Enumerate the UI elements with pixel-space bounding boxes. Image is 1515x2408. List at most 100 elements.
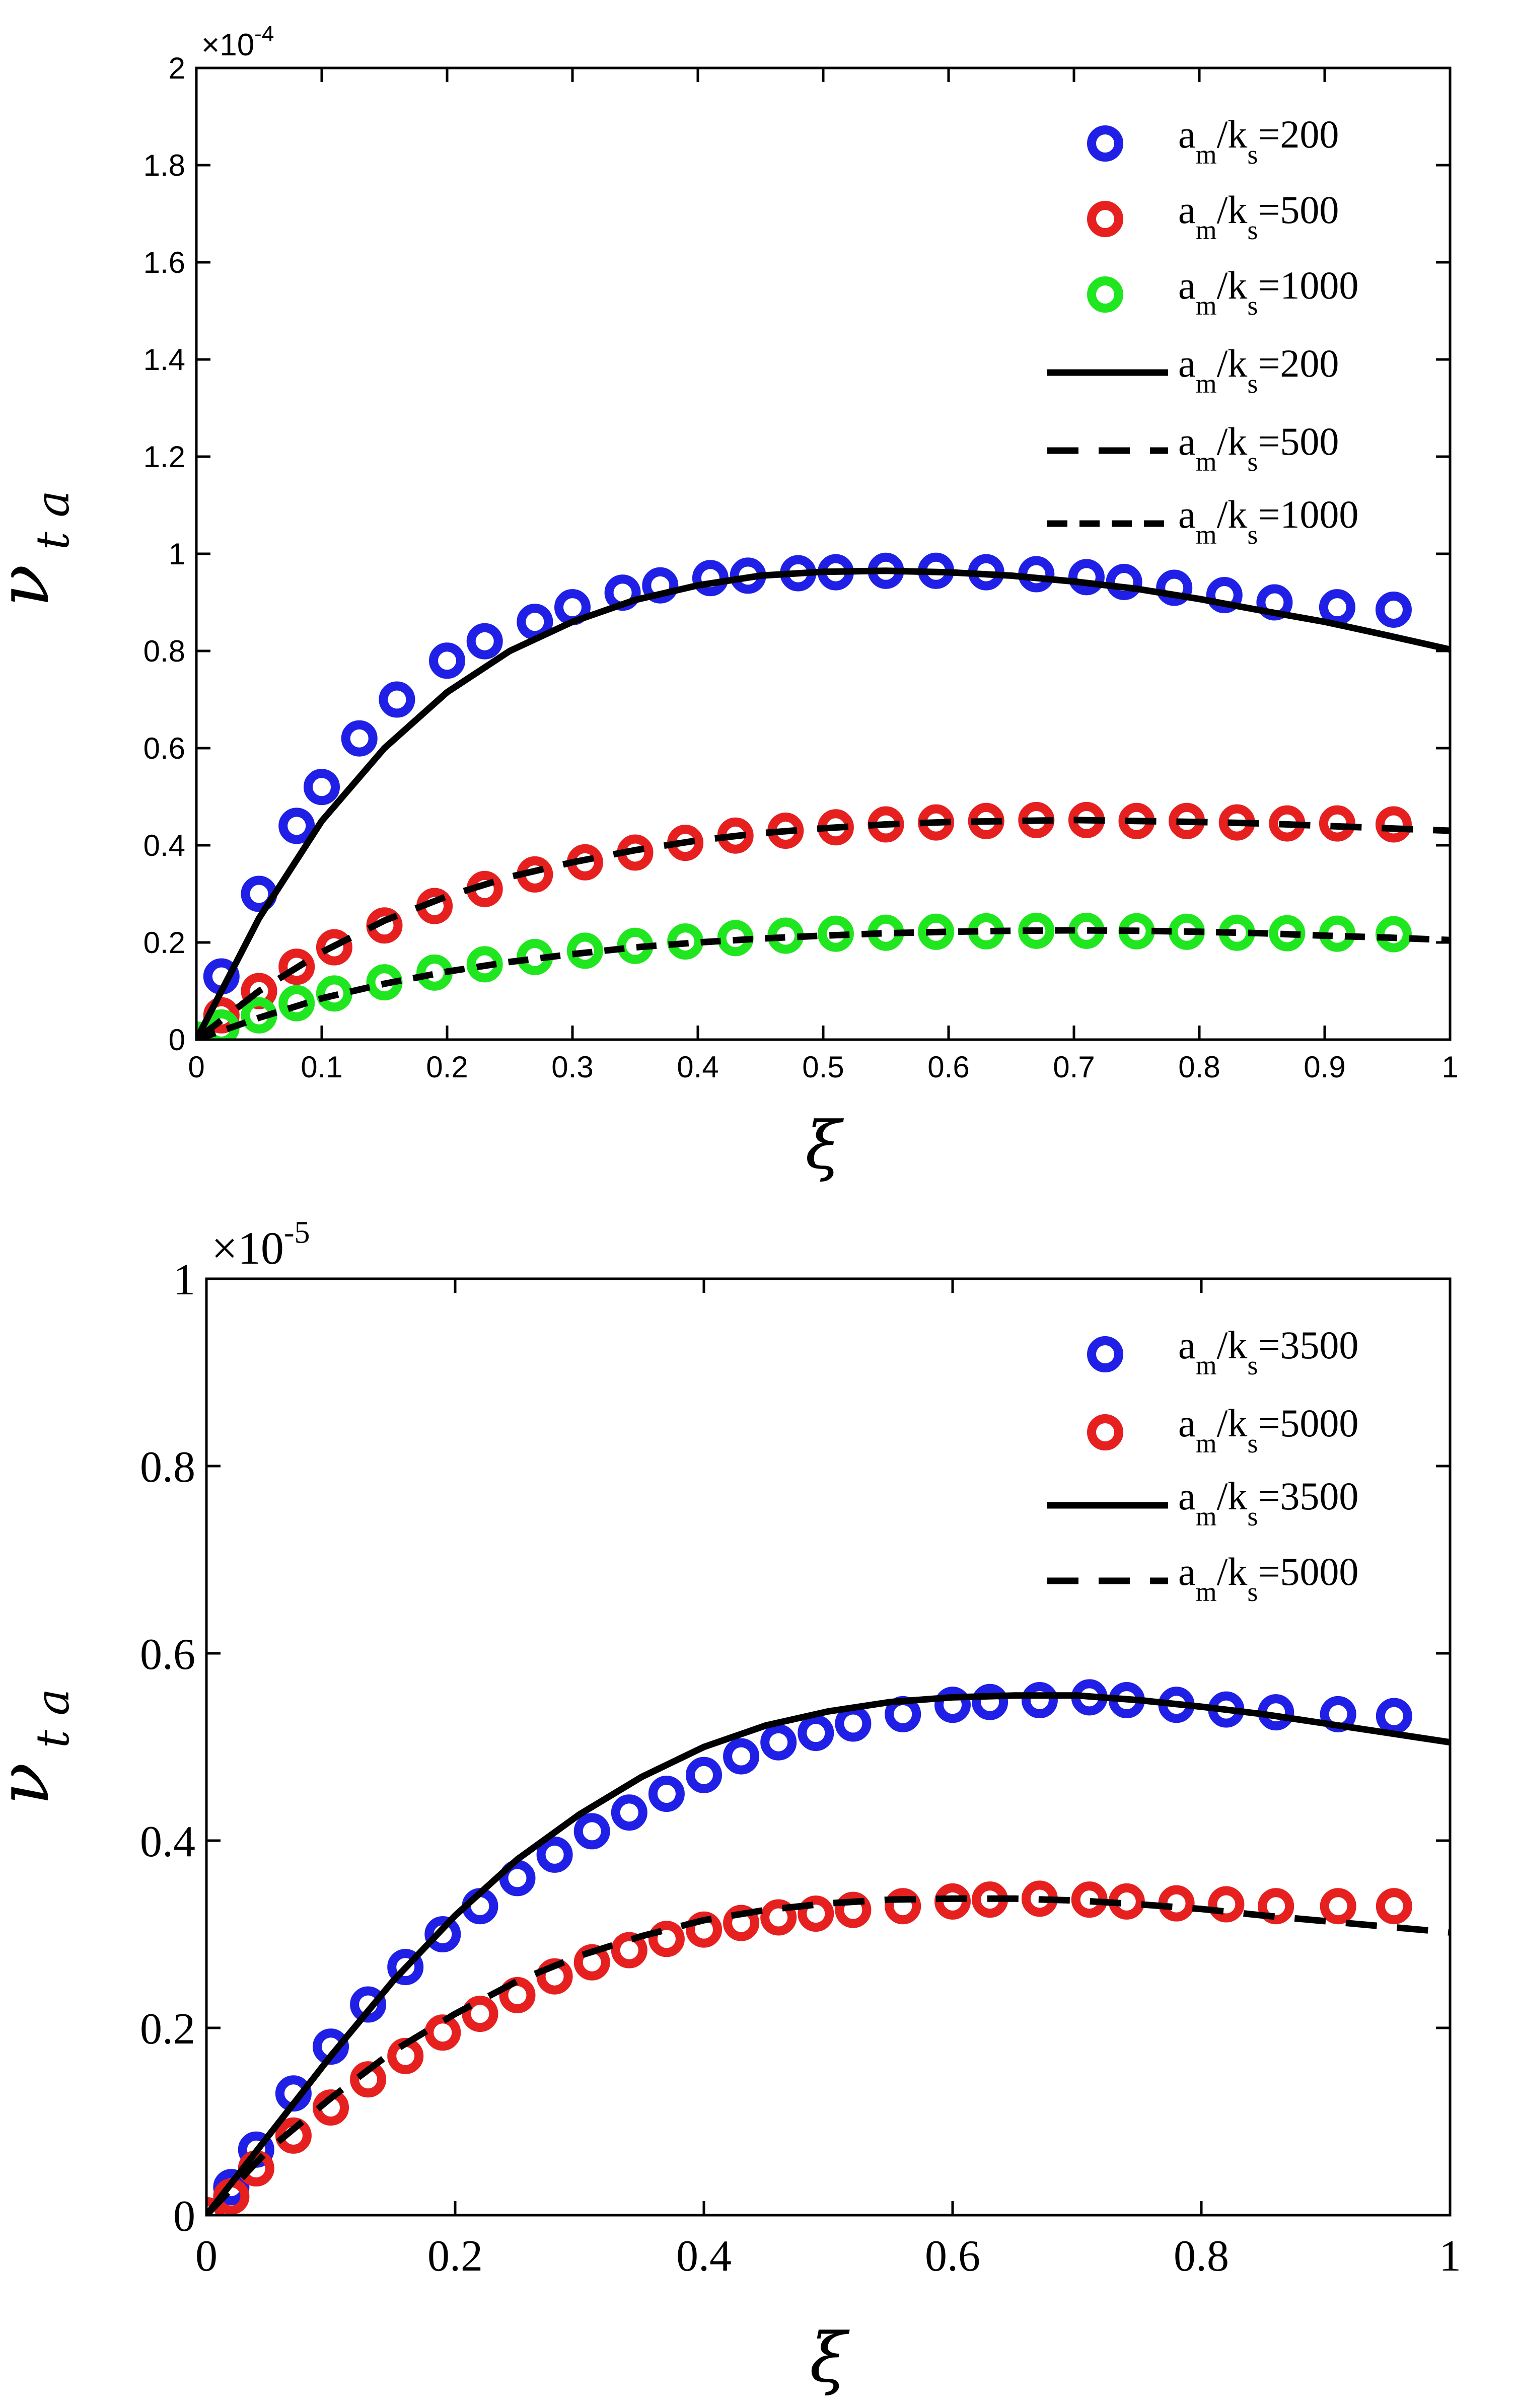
data-point: [1376, 1888, 1412, 1925]
data-point: [316, 975, 352, 1012]
y-tick-label: 1: [173, 1256, 195, 1304]
series-markers-3500: [206, 1679, 1412, 2215]
y-tick-label: 1.2: [143, 440, 185, 474]
data-point: [278, 808, 315, 844]
series-markers-5000: [206, 1880, 1412, 2215]
data-point: [1021, 1682, 1058, 1718]
legend-label: am/ks=1000: [1178, 492, 1358, 550]
data-point: [1320, 1888, 1356, 1925]
series-line: [196, 567, 1450, 1040]
data-point: [1269, 915, 1306, 952]
data-point: [648, 1921, 685, 1957]
legend-marker: [1087, 125, 1123, 162]
y-tick-label: 0: [169, 1023, 185, 1057]
x-tick-label: 0.8: [1178, 1050, 1220, 1084]
y-tick-label: 1.8: [143, 149, 185, 182]
legend-marker: [1087, 276, 1123, 313]
x-tick-label: 0.6: [927, 1050, 969, 1084]
legend: am/ks=200 am/ks=500 am/ks=1000 am/ks=200 am/…: [1047, 112, 1358, 550]
data-point: [350, 2061, 387, 2098]
data-point: [429, 642, 465, 679]
series-line-500: [196, 817, 1450, 1040]
series-line-200: [196, 567, 1450, 1040]
x-tick-label: 0: [188, 1050, 204, 1084]
data-point: [611, 1932, 647, 1968]
legend-label: am/ks=200: [1178, 112, 1339, 170]
series-line: [206, 1692, 1450, 2215]
x-tick-label: 0.4: [677, 1050, 718, 1084]
legend-label: am/ks=500: [1178, 419, 1339, 477]
bottom-plot: 0 0.2 0.4 0.6 0.8 1 0 0.2 0.4 0.6 0.8 1 ×10-5 ξ ν t a a…: [0, 1216, 1461, 2397]
data-point: [278, 985, 315, 1021]
data-point: [798, 1895, 834, 1932]
x-axis-label: ξ: [805, 1107, 844, 1184]
y-tick-label: 0.6: [140, 1630, 195, 1679]
data-point: [341, 720, 378, 757]
data-point: [566, 932, 603, 969]
data-point: [462, 1996, 498, 2032]
y-tick-label: 1.4: [143, 343, 185, 377]
data-point: [934, 1687, 971, 1723]
data-point: [424, 2014, 461, 2051]
data-point: [275, 2117, 312, 2154]
data-point: [1156, 569, 1193, 606]
data-point: [723, 1738, 760, 1775]
data-point: [972, 1684, 1008, 1720]
data-point: [760, 1724, 797, 1761]
data-point: [686, 1757, 722, 1793]
data-point: [1375, 916, 1412, 953]
series-markers-200: [196, 552, 1412, 1040]
x-tick-label: 0.2: [427, 2232, 483, 2281]
y-tick-label: 0.2: [143, 926, 185, 960]
series-line-5000: [206, 1895, 1450, 2215]
x-axis-label: ξ: [810, 2318, 850, 2397]
legend-item: am/ks=500: [1087, 188, 1339, 245]
data-point: [918, 913, 955, 950]
legend-item: am/ks=3500: [1087, 1323, 1358, 1380]
x-tick-label: 0.6: [925, 2232, 980, 2281]
data-point: [798, 1715, 834, 1752]
data-point: [1106, 563, 1142, 600]
data-point: [611, 1794, 647, 1831]
x-tick-label: 0: [195, 2232, 218, 2281]
axis-exponent: ×10-5: [211, 1216, 310, 1274]
data-point: [424, 1916, 461, 1952]
legend-item: am/ks=200: [1047, 341, 1339, 399]
data-point: [1375, 806, 1412, 843]
x-tick-label: 0.5: [802, 1050, 844, 1084]
y-tick-label: 2: [169, 51, 185, 85]
data-point: [835, 1705, 872, 1742]
data-point: [1208, 1886, 1245, 1923]
data-point: [387, 1949, 424, 1986]
y-tick-label: 0: [173, 2192, 195, 2241]
data-point: [1068, 559, 1105, 596]
axis-exponent: ×10-4: [201, 22, 274, 62]
data-point: [278, 948, 315, 985]
legend-item: am/ks=1000: [1087, 263, 1358, 321]
data-point: [379, 681, 415, 718]
data-point: [1319, 805, 1355, 842]
legend-marker: [1087, 201, 1123, 237]
series-line-3500: [206, 1692, 1450, 2215]
data-point: [723, 1905, 760, 1941]
data-point: [648, 1776, 685, 1812]
legend-label: am/ks=3500: [1178, 1474, 1358, 1531]
y-tick-label: 0.6: [143, 732, 185, 765]
legend: am/ks=3500 am/ks=5000 am/ks=3500 am/ks=5000: [1047, 1323, 1358, 1607]
series-line: [206, 1895, 1450, 2215]
data-point: [1206, 577, 1243, 614]
legend-marker: [1087, 1414, 1123, 1450]
data-point: [517, 604, 553, 640]
plot-area: [196, 552, 1450, 1040]
y-tick-label: 0.4: [140, 1817, 195, 1866]
legend-item: am/ks=3500: [1047, 1474, 1358, 1531]
y-tick-label: 0.4: [143, 829, 185, 862]
data-point: [304, 769, 340, 806]
data-point: [573, 1813, 610, 1850]
y-axis-label: ν t a: [0, 1689, 80, 1805]
data-point: [466, 946, 503, 983]
legend-label: am/ks=3500: [1178, 1323, 1358, 1380]
legend-label: am/ks=1000: [1178, 263, 1358, 321]
x-tick-label: 0.8: [1174, 2232, 1229, 2281]
